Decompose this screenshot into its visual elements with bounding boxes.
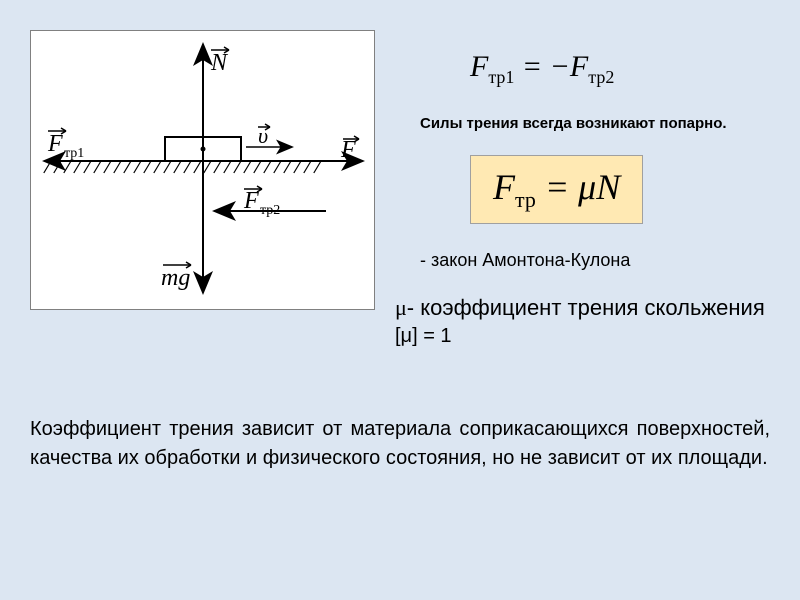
friction-diagram: Nmg F Fтр1 υ Fтр2 (30, 30, 375, 310)
svg-text:mg: mg (161, 265, 190, 291)
equation-friction-pair: Fтр1 = −Fтр2 (470, 50, 614, 88)
mu-symbol: μ (395, 295, 407, 320)
eq1-lhs-sub: тр1 (488, 67, 514, 87)
formula-friction: Fтр = μN (470, 155, 643, 224)
formula-lhs-sub: тр (515, 187, 536, 212)
caption-pairwise: Силы трения всегда возникают попарно. (420, 115, 727, 132)
eq1-rhs-sub: тр2 (588, 67, 614, 87)
svg-text:тр1: тр1 (64, 146, 84, 161)
mu-text: - коэффициент трения скольжения (407, 295, 765, 320)
explanation-paragraph: Коэффициент трения зависит от материала … (30, 415, 770, 473)
eq1-eq: = − (514, 50, 570, 83)
mu-unit: [μ] = 1 (395, 325, 452, 348)
svg-text:тр2: тр2 (260, 203, 280, 218)
formula-lhs: F (493, 167, 515, 207)
eq1-rhs: F (570, 50, 588, 83)
mu-coefficient-label: μ- коэффициент трения скольжения (395, 295, 765, 321)
svg-text:N: N (210, 50, 229, 76)
svg-text:F: F (47, 131, 63, 157)
svg-text:F: F (243, 188, 259, 214)
svg-text:υ: υ (258, 123, 268, 148)
law-label: - закон Амонтона-Кулона (420, 250, 700, 271)
eq1-lhs: F (470, 50, 488, 83)
formula-rhs: N (596, 167, 620, 207)
formula-eq: = μ (536, 167, 596, 207)
svg-text:F: F (340, 137, 356, 163)
